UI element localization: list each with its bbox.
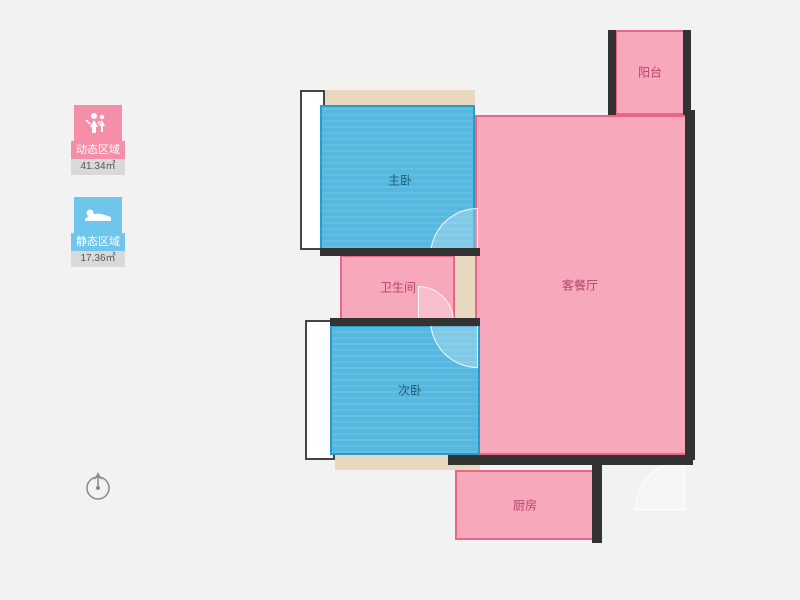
wall <box>608 30 616 115</box>
wall <box>592 465 602 543</box>
room-label-kitchen: 厨房 <box>513 497 537 514</box>
wall <box>448 455 693 465</box>
legend-static: 静态区域 17.36㎡ <box>70 197 126 267</box>
legend-static-label: 静态区域 <box>71 233 125 251</box>
wall <box>330 318 480 326</box>
room-label-second-bed: 次卧 <box>398 382 422 399</box>
room-label-living: 客餐厅 <box>562 277 598 294</box>
room-label-balcony: 阳台 <box>638 64 662 81</box>
wall <box>685 110 695 460</box>
legend: 动态区域 41.34㎡ 静态区域 17.36㎡ <box>70 105 126 289</box>
floor-plan: 阳台客餐厅 主卧卫生间次卧厨房 <box>280 30 720 570</box>
legend-static-value: 17.36㎡ <box>71 251 125 267</box>
compass-icon <box>80 468 116 509</box>
sleep-icon <box>74 197 122 233</box>
people-icon <box>74 105 122 141</box>
room-label-bathroom: 卫生间 <box>380 279 416 296</box>
wall <box>320 248 480 256</box>
door-arc <box>635 460 685 510</box>
wall <box>683 30 691 115</box>
legend-dynamic-label: 动态区域 <box>71 141 125 159</box>
legend-dynamic-value: 41.34㎡ <box>71 159 125 175</box>
legend-dynamic: 动态区域 41.34㎡ <box>70 105 126 175</box>
room-label-master-bed: 主卧 <box>388 172 412 189</box>
